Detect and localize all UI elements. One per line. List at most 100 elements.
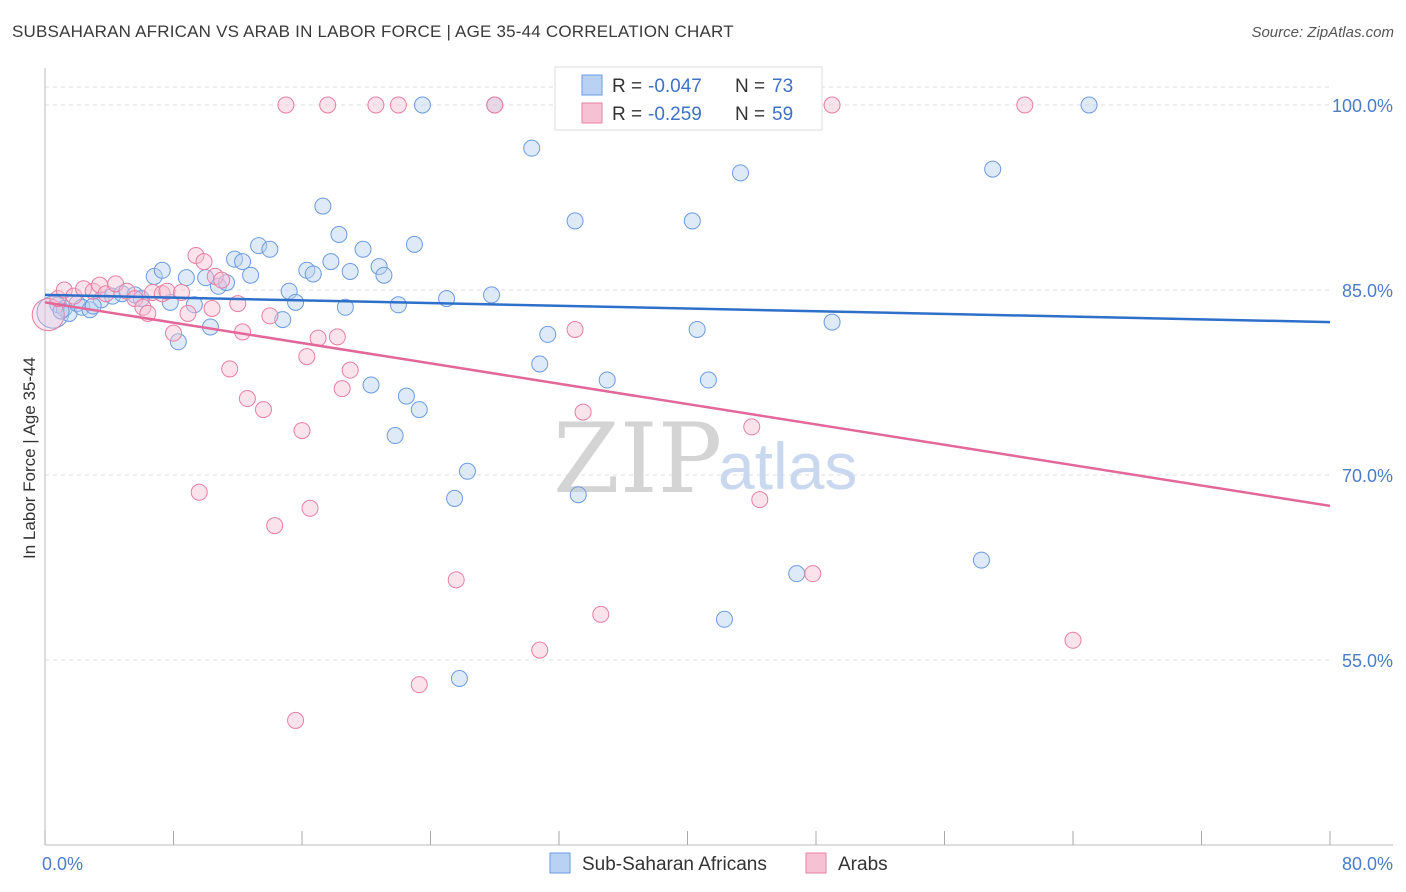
y-tick-label-3: 100.0% — [1332, 96, 1393, 116]
point-sub-saharan-45 — [413, 96, 431, 114]
gridlines — [45, 86, 1330, 661]
y-axis-title: In Labor Force | Age 35-44 — [20, 357, 39, 559]
bottom-legend-swatch-blue — [549, 852, 571, 874]
point-sub-saharan-31 — [314, 197, 332, 215]
point-arab-21 — [195, 253, 213, 271]
point-sub-saharan-51 — [523, 139, 541, 157]
point-arab-35 — [298, 348, 316, 366]
point-sub-saharan-69 — [450, 670, 468, 687]
point-sub-saharan-66 — [972, 551, 990, 569]
x-tick-label-1: 80.0% — [1342, 854, 1393, 874]
point-arab-30 — [261, 307, 279, 325]
y-tick-label-0: 55.0% — [1342, 651, 1393, 671]
point-sub-saharan-40 — [386, 427, 404, 445]
point-sub-saharan-25 — [261, 240, 279, 258]
point-arab-25 — [221, 360, 239, 378]
bottom-legend-label-blue: Sub-Saharan Africans — [582, 854, 767, 875]
x-tick-label-0: 0.0% — [42, 854, 83, 874]
point-sub-saharan-56 — [569, 486, 587, 504]
point-sub-saharan-28 — [287, 293, 305, 311]
point-arab-29 — [254, 401, 272, 419]
point-sub-saharan-49 — [483, 286, 501, 304]
point-sub-saharan-12 — [153, 261, 171, 279]
axes — [44, 68, 1393, 846]
legend-r-value-2: -0.259 — [648, 104, 702, 125]
legend-box: R = -0.047 N = 73 R = -0.259 N = 59 — [554, 66, 823, 131]
trend-lines — [44, 293, 1331, 508]
point-sub-saharan-39 — [375, 266, 393, 284]
legend-n-label-1: N = — [735, 76, 765, 97]
point-sub-saharan-22 — [234, 253, 252, 271]
point-arab-22 — [203, 300, 221, 317]
point-sub-saharan-68 — [1080, 96, 1098, 114]
point-arab-45 — [447, 571, 465, 589]
point-sub-saharan-33 — [330, 226, 348, 243]
series-sub-saharan-africans — [36, 96, 1098, 687]
y-tick-labels: 55.0% 70.0% 85.0% 100.0% — [1332, 96, 1393, 671]
point-arab-17 — [173, 283, 191, 301]
trend-line-sub-saharan — [44, 293, 1331, 324]
point-sub-saharan-32 — [322, 253, 340, 271]
point-arab-55 — [751, 491, 769, 509]
legend-swatch-blue — [581, 74, 603, 96]
point-sub-saharan-67 — [984, 160, 1002, 178]
point-arab-56 — [1016, 96, 1034, 114]
point-sub-saharan-62 — [715, 610, 733, 628]
point-sub-saharan-24 — [250, 237, 268, 255]
point-sub-saharan-60 — [688, 320, 706, 338]
point-sub-saharan-52 — [531, 355, 549, 373]
bottom-legend-swatch-pink — [805, 852, 827, 874]
point-arab-58 — [823, 96, 841, 114]
point-sub-saharan-53 — [539, 325, 557, 343]
watermark-atlas: atlas — [718, 429, 857, 503]
point-sub-saharan-61 — [699, 371, 717, 389]
point-sub-saharan-41 — [389, 296, 407, 314]
point-arab-36 — [301, 499, 319, 517]
point-arab-34 — [293, 422, 311, 440]
point-sub-saharan-63 — [732, 164, 750, 182]
point-sub-saharan-44 — [410, 401, 428, 419]
point-arab-24 — [213, 271, 231, 289]
watermark: ZIP atlas — [553, 403, 857, 515]
point-arab-42 — [367, 96, 385, 114]
point-arab-16 — [165, 324, 182, 342]
point-sub-saharan-16 — [185, 296, 203, 314]
bottom-legend: Sub-Saharan Africans Arabs — [549, 852, 888, 875]
point-arab-40 — [333, 380, 351, 398]
point-arab-49 — [574, 403, 592, 421]
point-arab-46 — [486, 96, 504, 114]
point-arab-43 — [389, 96, 407, 114]
point-arab-18 — [179, 304, 197, 322]
legend-n-label-2: N = — [735, 104, 765, 125]
point-sub-saharan-55 — [566, 212, 584, 230]
point-arab-33 — [287, 711, 305, 729]
point-arab-32 — [277, 96, 295, 114]
y-tick-label-2: 85.0% — [1342, 281, 1393, 301]
trend-line-arabs — [44, 301, 1331, 508]
point-sub-saharan-36 — [354, 240, 372, 258]
point-sub-saharan-43 — [405, 235, 423, 253]
point-arab-28 — [238, 390, 256, 408]
point-sub-saharan-14 — [169, 333, 187, 351]
point-arab-41 — [341, 361, 359, 379]
point-sub-saharan-38 — [370, 258, 388, 276]
point-arab-15 — [158, 282, 176, 300]
legend-n-value-1: 73 — [772, 76, 793, 97]
point-arab-38 — [319, 96, 337, 114]
y-tick-label-1: 70.0% — [1342, 466, 1393, 486]
watermark-zip: ZIP — [553, 403, 722, 515]
legend-swatch-pink — [581, 102, 603, 124]
bottom-legend-label-pink: Arabs — [838, 854, 888, 875]
point-sub-saharan-35 — [341, 263, 359, 280]
point-sub-saharan-64 — [788, 565, 806, 583]
point-arab-50 — [592, 605, 610, 623]
point-sub-saharan-34 — [336, 298, 354, 316]
point-arab-53 — [804, 565, 822, 583]
point-sub-saharan-30 — [304, 265, 322, 283]
legend-n-value-2: 59 — [772, 104, 793, 125]
point-sub-saharan-65 — [823, 313, 841, 331]
point-arab-31 — [266, 517, 284, 535]
chart-source: Source: ZipAtlas.com — [1251, 24, 1394, 41]
point-sub-saharan-26 — [274, 311, 292, 329]
